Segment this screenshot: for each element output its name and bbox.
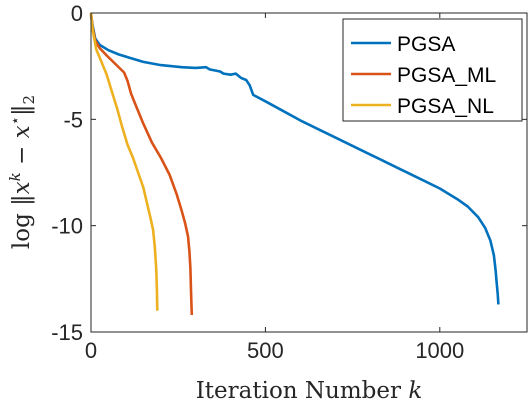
- y-tick-label: -10: [51, 214, 83, 239]
- x-tick-label: 0: [85, 338, 97, 363]
- x-tick-label: 1000: [415, 338, 464, 363]
- x-axis: 0 500 1000: [85, 13, 464, 363]
- series-line-1: [89, 12, 194, 316]
- y-tick-label: 0: [71, 1, 83, 26]
- series-line-0: [89, 14, 500, 305]
- legend-label-0: PGSA: [397, 33, 455, 56]
- plot-frame: [90, 12, 528, 333]
- legend: PGSA PGSA_ML PGSA_NL: [342, 18, 523, 122]
- series-layer: [89, 12, 500, 316]
- legend-label-2: PGSA_NL: [397, 95, 494, 118]
- series-line-2: [89, 12, 159, 311]
- y-tick-label: -5: [63, 107, 83, 132]
- x-tick-label: 500: [247, 338, 284, 363]
- y-axis: 0 -5 -10 -15: [51, 1, 527, 345]
- x-axis-title: Iteration Number k: [196, 378, 423, 404]
- y-tick-label: -15: [51, 320, 83, 345]
- legend-label-1: PGSA_ML: [397, 64, 496, 87]
- y-axis-title: log ‖xk − x⋆‖2: [6, 95, 38, 249]
